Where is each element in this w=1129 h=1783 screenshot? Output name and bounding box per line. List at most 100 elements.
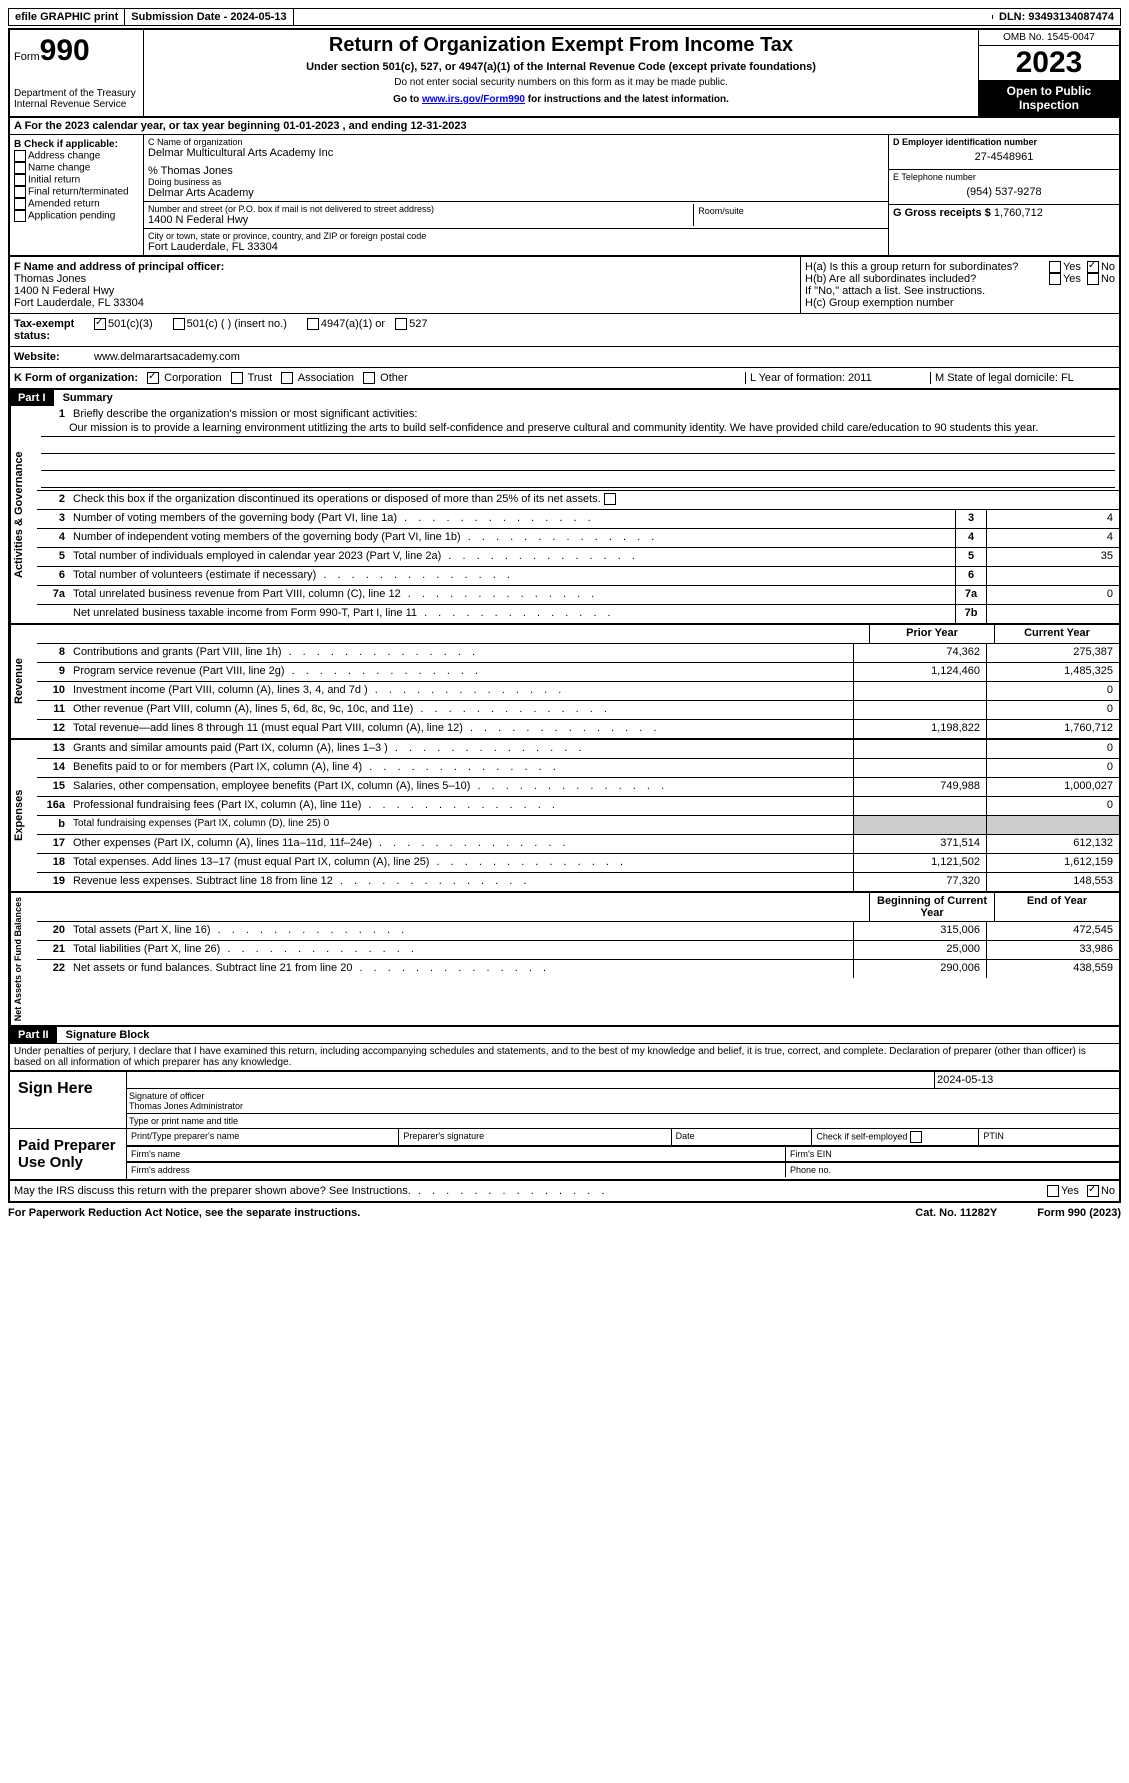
spacer bbox=[294, 15, 993, 19]
ha-yes[interactable] bbox=[1049, 261, 1061, 273]
receipts-label: G Gross receipts $ bbox=[893, 207, 991, 219]
end-year-h: End of Year bbox=[994, 893, 1119, 921]
current-year-h: Current Year bbox=[994, 625, 1119, 643]
table-row: 9Program service revenue (Part VIII, lin… bbox=[37, 663, 1119, 682]
table-row: 16aProfessional fundraising fees (Part I… bbox=[37, 797, 1119, 816]
sig-officer: Thomas Jones Administrator bbox=[129, 1101, 1117, 1111]
hb-yes[interactable] bbox=[1049, 273, 1061, 285]
dba-label: Doing business as bbox=[148, 177, 884, 187]
discuss-row: May the IRS discuss this return with the… bbox=[8, 1181, 1121, 1203]
hc-label: H(c) Group exemption number bbox=[805, 297, 1115, 309]
part1-header: Part I bbox=[10, 390, 54, 406]
checkbox-initial[interactable] bbox=[14, 174, 26, 186]
website: www.delmarartsacademy.com bbox=[94, 351, 240, 363]
dba: Delmar Arts Academy bbox=[148, 187, 884, 199]
table-row: 15Salaries, other compensation, employee… bbox=[37, 778, 1119, 797]
table-row: 8Contributions and grants (Part VIII, li… bbox=[37, 644, 1119, 663]
prep-date: Date bbox=[672, 1129, 813, 1146]
table-row: 17Other expenses (Part IX, column (A), l… bbox=[37, 835, 1119, 854]
table-row: 18Total expenses. Add lines 13–17 (must … bbox=[37, 854, 1119, 873]
row-km: K Form of organization: Corporation Trus… bbox=[8, 368, 1121, 390]
prep-ptin: PTIN bbox=[979, 1129, 1119, 1146]
section-fh: F Name and address of principal officer:… bbox=[8, 257, 1121, 314]
checkbox-final[interactable] bbox=[14, 186, 26, 198]
l4: Number of independent voting members of … bbox=[69, 529, 955, 547]
l1-label: Briefly describe the organization's miss… bbox=[69, 406, 1119, 422]
ha-label: H(a) Is this a group return for subordin… bbox=[805, 261, 1049, 273]
street: 1400 N Federal Hwy bbox=[148, 214, 693, 226]
row-a-period: A For the 2023 calendar year, or tax yea… bbox=[8, 118, 1121, 135]
table-row: 10Investment income (Part VIII, column (… bbox=[37, 682, 1119, 701]
footer: For Paperwork Reduction Act Notice, see … bbox=[8, 1207, 1121, 1219]
ha-no[interactable] bbox=[1087, 261, 1099, 273]
care-of: % Thomas Jones bbox=[148, 165, 884, 177]
l2: Check this box if the organization disco… bbox=[73, 493, 601, 505]
table-row: 21Total liabilities (Part X, line 26)25,… bbox=[37, 941, 1119, 960]
col-c: C Name of organization Delmar Multicultu… bbox=[144, 135, 888, 255]
l5v: 35 bbox=[986, 548, 1119, 566]
row-j: Website: www.delmarartsacademy.com bbox=[8, 347, 1121, 368]
cb-discontinued[interactable] bbox=[604, 493, 616, 505]
gross-receipts: 1,760,712 bbox=[994, 207, 1043, 219]
footer-cat: Cat. No. 11282Y bbox=[915, 1207, 997, 1219]
l7b: Net unrelated business taxable income fr… bbox=[69, 605, 955, 623]
tax-status-label: Tax-exempt status: bbox=[14, 318, 94, 342]
checkbox-pending[interactable] bbox=[14, 210, 26, 222]
checkbox-amended[interactable] bbox=[14, 198, 26, 210]
l6: Total number of volunteers (estimate if … bbox=[69, 567, 955, 585]
discuss-yes[interactable] bbox=[1047, 1185, 1059, 1197]
prior-year-h: Prior Year bbox=[869, 625, 994, 643]
submission-date: Submission Date - 2024-05-13 bbox=[125, 9, 293, 25]
l6v bbox=[986, 567, 1119, 585]
prep-check: Check if self-employed bbox=[812, 1129, 979, 1146]
cb-501c3[interactable] bbox=[94, 318, 106, 330]
part2-header: Part II bbox=[10, 1027, 57, 1043]
prep-name: Print/Type preparer's name bbox=[127, 1129, 399, 1146]
l7a: Total unrelated business revenue from Pa… bbox=[69, 586, 955, 604]
table-row: 19Revenue less expenses. Subtract line 1… bbox=[37, 873, 1119, 891]
table-row: 14Benefits paid to or for members (Part … bbox=[37, 759, 1119, 778]
l-year: L Year of formation: 2011 bbox=[745, 372, 930, 384]
l4v: 4 bbox=[986, 529, 1119, 547]
expenses-side: Expenses bbox=[10, 740, 37, 891]
cb-527[interactable] bbox=[395, 318, 407, 330]
k-label: K Form of organization: bbox=[14, 372, 138, 384]
begin-year-h: Beginning of Current Year bbox=[869, 893, 994, 921]
footer-right: Form 990 (2023) bbox=[1037, 1207, 1121, 1219]
checkbox-name-change[interactable] bbox=[14, 162, 26, 174]
cb-corp[interactable] bbox=[147, 372, 159, 384]
netassets-section: Net Assets or Fund Balances Beginning of… bbox=[8, 893, 1121, 1027]
city-label: City or town, state or province, country… bbox=[148, 231, 884, 241]
hb-label: H(b) Are all subordinates included? bbox=[805, 273, 1049, 285]
checkbox-address-change[interactable] bbox=[14, 150, 26, 162]
discuss-text: May the IRS discuss this return with the… bbox=[14, 1185, 1047, 1197]
sig-officer-label: Signature of officer bbox=[129, 1091, 1117, 1101]
section-bcd: B Check if applicable: Address change Na… bbox=[8, 135, 1121, 257]
revenue-side: Revenue bbox=[10, 625, 37, 738]
cb-trust[interactable] bbox=[231, 372, 243, 384]
sign-here-block: Sign Here 2024-05-13 Signature of office… bbox=[8, 1072, 1121, 1181]
perjury-text: Under penalties of perjury, I declare th… bbox=[8, 1043, 1121, 1072]
cb-assoc[interactable] bbox=[281, 372, 293, 384]
efile-label: efile GRAPHIC print bbox=[9, 9, 125, 25]
ein-label: D Employer identification number bbox=[893, 137, 1115, 147]
cb-501c[interactable] bbox=[173, 318, 185, 330]
governance-side: Activities & Governance bbox=[10, 406, 37, 623]
form-header: Form990 Department of the Treasury Inter… bbox=[8, 28, 1121, 118]
l3v: 4 bbox=[986, 510, 1119, 528]
cb-4947[interactable] bbox=[307, 318, 319, 330]
cb-other[interactable] bbox=[363, 372, 375, 384]
form-number: 990 bbox=[40, 34, 90, 67]
discuss-no[interactable] bbox=[1087, 1185, 1099, 1197]
table-row: bTotal fundraising expenses (Part IX, co… bbox=[37, 816, 1119, 835]
firm-addr: Firm's address bbox=[127, 1163, 786, 1177]
officer-street: 1400 N Federal Hwy bbox=[14, 285, 796, 297]
hb-no[interactable] bbox=[1087, 273, 1099, 285]
tax-year: 2023 bbox=[979, 46, 1119, 80]
table-row: 11Other revenue (Part VIII, column (A), … bbox=[37, 701, 1119, 720]
table-row: 22Net assets or fund balances. Subtract … bbox=[37, 960, 1119, 978]
dln: DLN: 93493134087474 bbox=[993, 9, 1120, 25]
firm-ein: Firm's EIN bbox=[786, 1147, 1119, 1162]
goto-link[interactable]: www.irs.gov/Form990 bbox=[422, 94, 525, 105]
cb-self-employed[interactable] bbox=[910, 1131, 922, 1143]
